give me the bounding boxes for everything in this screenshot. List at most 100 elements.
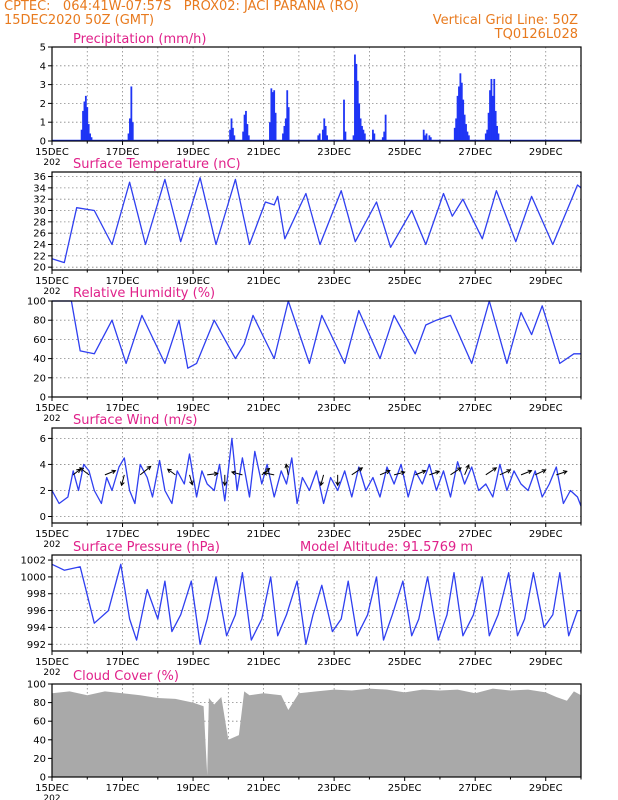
precipitation-bar (496, 125, 498, 141)
wind-arrow (284, 463, 290, 475)
wind-arrow-shaft (263, 472, 275, 476)
surface-pressure-xtick-label: 25DEC (388, 657, 422, 668)
relative-humidity-panel: 0 20 40 60 80 100 15DEC 17DEC 19DEC 21DEC 23DEC 25D… (27, 286, 582, 424)
surface-wind-line (51, 437, 582, 507)
precipitation-title: Precipitation (mm/h) (73, 32, 206, 47)
precipitation-bar (429, 137, 432, 141)
surface-temperature-ytick-label: 26 (33, 229, 46, 240)
precipitation-bar (455, 118, 458, 141)
wind-arrow-head (527, 469, 533, 475)
surface-temperature-xtick-label: 29DEC (529, 276, 563, 287)
precipitation-xtick-label: 25DEC (388, 147, 422, 158)
wind-arrow-shaft (393, 471, 405, 476)
wind-arrow-head (230, 470, 236, 476)
wind-arrow-head (284, 463, 290, 469)
cloud-cover-xtick-label: 23DEC (317, 783, 351, 794)
wind-arrow-head (435, 470, 441, 475)
wind-arrow-shaft (351, 467, 363, 476)
wind-arrow-shaft (485, 467, 497, 476)
surface-pressure-xtick-label: 29DEC (529, 657, 563, 668)
precipitation-bar (465, 124, 467, 141)
precipitation-bar (384, 114, 387, 141)
precipitation-bar (83, 101, 86, 141)
surface-temperature-xtick-label: 19DEC (176, 276, 210, 287)
surface-wind-xtick-label: 19DEC (176, 529, 210, 540)
surface-pressure-xtick-label: 17DEC (106, 657, 140, 668)
wind-arrow (120, 474, 125, 487)
precipitation-bar (372, 129, 374, 141)
cloud-cover-ytick-label: 0 (40, 773, 46, 784)
cloud-cover-ytick-label: 80 (33, 698, 46, 709)
precipitation-bar (323, 118, 326, 141)
surface-pressure-xtick-label: 27DEC (458, 657, 492, 668)
precipitation-bar (354, 54, 356, 141)
precipitation-bar (317, 135, 320, 141)
precipitation-bar (270, 88, 273, 141)
precipitation-bar (453, 127, 456, 141)
wind-arrow (464, 464, 470, 476)
wind-arrow (351, 467, 364, 476)
wind-arrow (319, 474, 325, 487)
precipitation-bar (232, 127, 234, 141)
wind-arrow-shaft (79, 467, 90, 476)
surface-pressure-title: Surface Pressure (hPa) (73, 540, 220, 555)
precipitation-bar (489, 90, 491, 141)
wind-arrow (222, 474, 228, 487)
wind-arrow (450, 467, 462, 476)
precipitation-bar (422, 129, 425, 141)
precipitation-bar (425, 133, 428, 141)
relative-humidity-xtick-label: 19DEC (176, 403, 210, 414)
precipitation-bar (490, 78, 493, 141)
wind-arrow (429, 470, 441, 476)
surface-temperature-frame (51, 171, 582, 271)
surface-pressure-frame (51, 554, 582, 652)
wind-arrow-head (465, 464, 470, 470)
precipitation-bar (287, 107, 290, 141)
wind-arrow (485, 467, 498, 476)
wind-arrow-head (385, 469, 391, 475)
wind-arrow-head (189, 480, 194, 486)
wind-arrow (262, 471, 275, 476)
precipitation-bar (462, 99, 465, 141)
precipitation-bar (459, 73, 462, 141)
precipitation-ytick-label: 4 (40, 61, 46, 72)
relative-humidity-year-label: 202 (43, 414, 60, 424)
surface-pressure-xtick-label: 21DEC (247, 657, 281, 668)
precipitation-bar (363, 133, 366, 141)
wind-arrow-shaft (207, 472, 218, 476)
wind-arrow-head (456, 467, 462, 472)
surface-wind-xtick-label: 29DEC (529, 529, 563, 540)
wind-arrow-shaft (379, 470, 390, 476)
cloud-cover-xtick-label: 25DEC (388, 783, 422, 794)
precipitation-bar (89, 133, 91, 141)
precipitation-bar (456, 95, 459, 141)
surface-temperature-title: Surface Temperature (nC) (73, 157, 241, 172)
wind-arrow (230, 470, 243, 476)
surface-temperature-ytick-label: 36 (33, 172, 46, 183)
cloud-cover-ytick-label: 20 (33, 754, 46, 765)
surface-wind-ytick-label: 4 (40, 460, 46, 471)
surface-pressure-xtick-label: 15DEC (35, 657, 69, 668)
relative-humidity-ytick-label: 100 (27, 297, 46, 308)
wind-arrow-head (222, 481, 228, 487)
relative-humidity-xtick-label: 21DEC (247, 403, 281, 414)
wind-arrow-shaft (167, 468, 176, 476)
wind-arrow-head (146, 465, 152, 471)
precipitation-bar (84, 95, 87, 141)
wind-arrow-head (358, 467, 364, 472)
wind-arrow (520, 469, 533, 476)
surface-wind-ytick-label: 6 (40, 434, 46, 445)
wind-arrow-shaft (104, 470, 116, 476)
precipitation-bar (458, 86, 460, 141)
wind-arrow-shaft (72, 468, 81, 476)
precipitation-bar (344, 131, 347, 141)
precipitation-bar (131, 122, 134, 141)
precipitation-bar (383, 131, 386, 141)
precipitation-bar (245, 110, 247, 141)
wind-arrow-head (262, 471, 268, 476)
surface-pressure-ytick-label: 992 (27, 640, 46, 651)
precipitation-xtick-label: 17DEC (106, 147, 140, 158)
precipitation-bar (87, 124, 90, 141)
